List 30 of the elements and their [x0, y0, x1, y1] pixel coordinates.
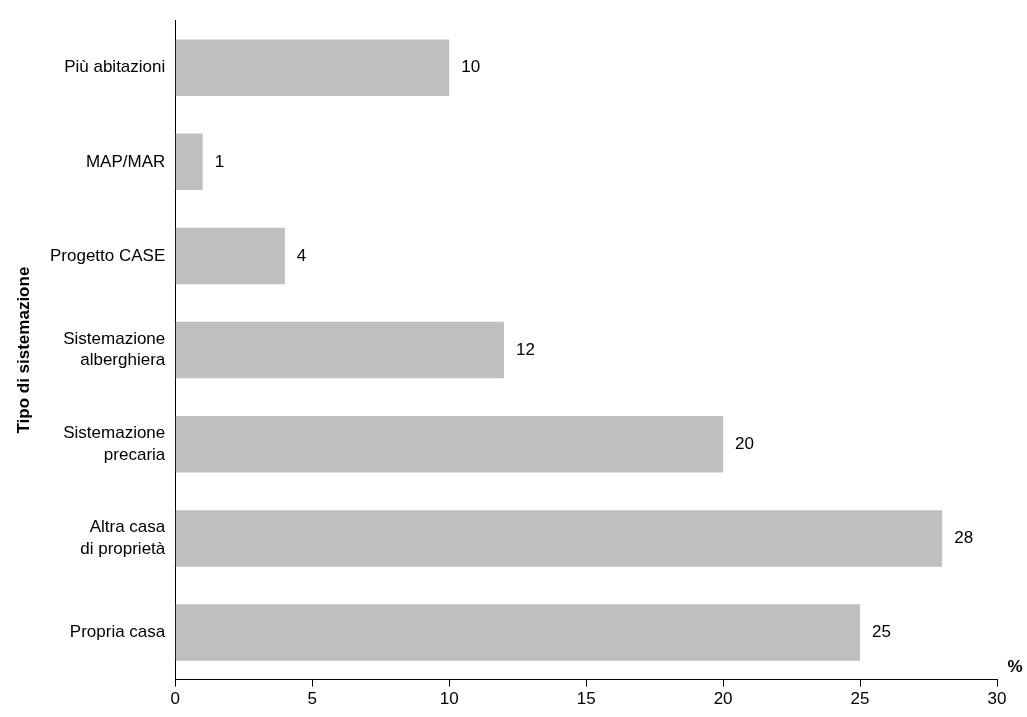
x-tick-label: 0	[170, 689, 181, 709]
y-tick-label: Propria casa	[69, 622, 166, 642]
y-tick-label: Sistemazione alberghiera	[63, 329, 166, 370]
data-label: 20	[735, 433, 755, 453]
bar	[175, 321, 504, 379]
data-label: 25	[872, 622, 891, 642]
data-label: 10	[461, 57, 481, 77]
y-tick-label: Progetto CASE	[50, 245, 166, 265]
bar	[175, 510, 943, 567]
data-label: 28	[954, 528, 974, 548]
bar	[175, 604, 861, 661]
data-label: 12	[515, 339, 535, 359]
x-tick-label: 20	[713, 689, 733, 709]
bar	[175, 133, 203, 191]
bar	[175, 416, 724, 473]
data-label: 1	[214, 151, 225, 171]
x-tick-label: 30	[987, 689, 1007, 709]
data-label: 4	[296, 245, 307, 265]
bar	[175, 39, 450, 96]
y-tick-label: Più abitazioni	[64, 57, 166, 77]
x-tick-label: 25	[850, 689, 870, 709]
x-axis-title: %	[1007, 656, 1023, 676]
y-tick-label: MAP/MAR	[85, 151, 166, 171]
y-axis-title: Tipo di sistemazione	[13, 266, 33, 434]
x-tick-label: 10	[439, 689, 459, 709]
bar	[175, 227, 285, 285]
y-tick-label: Sistemazione precaria	[63, 423, 166, 464]
x-tick-label: 15	[576, 689, 596, 709]
x-tick-label: 5	[307, 689, 317, 709]
y-tick-label: Altra casa di proprietà	[80, 517, 166, 558]
